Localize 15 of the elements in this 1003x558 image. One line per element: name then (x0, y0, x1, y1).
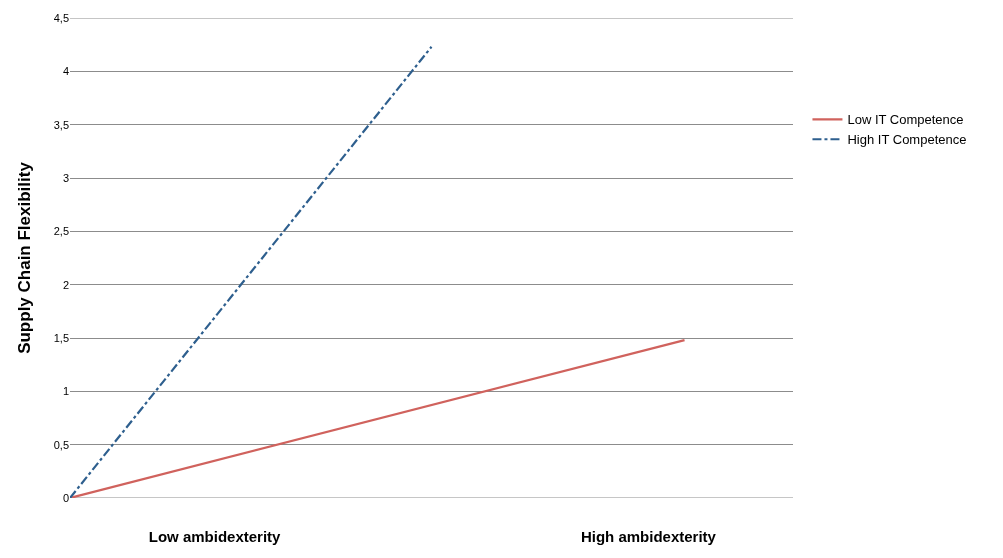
y-tick-label: 3,5 (53, 118, 69, 131)
legend-label: High IT Competence (847, 132, 967, 148)
y-tick-label: 2,5 (53, 225, 69, 238)
y-tick-label: 4,5 (53, 11, 69, 24)
y-tick-label: 0 (62, 491, 69, 504)
y-tick-label: 1 (62, 385, 69, 398)
x-tick-label: Low ambidexterity (148, 528, 282, 545)
y-tick-label: 4 (62, 65, 69, 78)
y-tick-label: 2 (62, 278, 69, 291)
y-tick-label: 1,5 (53, 331, 69, 344)
y-axis-title: Supply Chain Flexibility (15, 161, 35, 354)
legend-label: Low IT Competence (847, 112, 964, 128)
y-tick-label: 3 (62, 171, 69, 184)
y-tick-label: 0,5 (53, 438, 69, 451)
x-tick-label: High ambidexterity (580, 528, 717, 545)
